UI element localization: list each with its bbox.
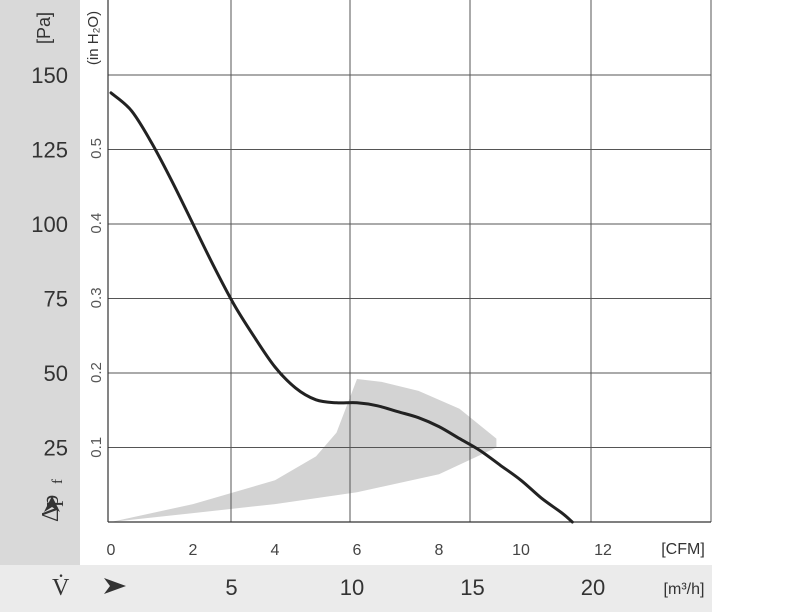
y-axis-symbol: Δp f	[38, 479, 66, 522]
y-tick-label-pa: 125	[31, 138, 68, 163]
x-unit-cfm-label: [CFM]	[661, 541, 705, 558]
left-axis-band	[0, 0, 80, 565]
y-tick-label-pa: 150	[31, 63, 68, 88]
x-tick-label-cfm: 8	[435, 542, 444, 559]
x-tick-label-cfm: 10	[512, 542, 530, 559]
y-tick-label-inh2o: 0.2	[88, 362, 105, 383]
delta-p-subscript: f	[50, 479, 66, 484]
x-axis-arrow-icon	[104, 578, 126, 594]
x-tick-label-m3h: 20	[581, 575, 605, 600]
y-tick-label-pa: 100	[31, 212, 68, 237]
x-tick-label-cfm: 4	[271, 542, 280, 559]
operating-region	[111, 379, 497, 522]
grid-layer	[107, 0, 712, 523]
y-tick-label-inh2o: 0.4	[88, 213, 105, 234]
y-axis-arrow-icon	[44, 496, 60, 512]
y-tick-label-pa: 50	[44, 361, 68, 386]
x-tick-label-cfm: 2	[189, 542, 198, 559]
y-tick-label-inh2o: 0.1	[88, 437, 105, 458]
x-tick-label-m3h: 10	[340, 575, 364, 600]
flow-symbol: V̇	[52, 575, 70, 601]
y-tick-label-inh2o: 0.5	[88, 138, 105, 159]
y-tick-label-pa: 25	[44, 436, 68, 461]
x-unit-m3h-label: [m³/h]	[664, 581, 705, 598]
x-tick-label-m3h: 15	[460, 575, 484, 600]
x-tick-label-m3h: 5	[225, 575, 237, 600]
x-tick-label-cfm: 0	[107, 542, 116, 559]
y-unit-pa-label: [Pa]	[34, 12, 54, 44]
y-tick-label-inh2o: 0.3	[88, 287, 105, 308]
y-tick-label-pa: 75	[44, 287, 68, 312]
x-tick-label-cfm: 6	[353, 542, 362, 559]
curve-layer	[109, 91, 574, 524]
operating-region-layer	[111, 379, 497, 522]
y-unit-inh2o-label: (in H₂O)	[85, 11, 102, 65]
fan-curve-line	[109, 91, 574, 524]
x-tick-label-cfm: 12	[594, 542, 612, 559]
